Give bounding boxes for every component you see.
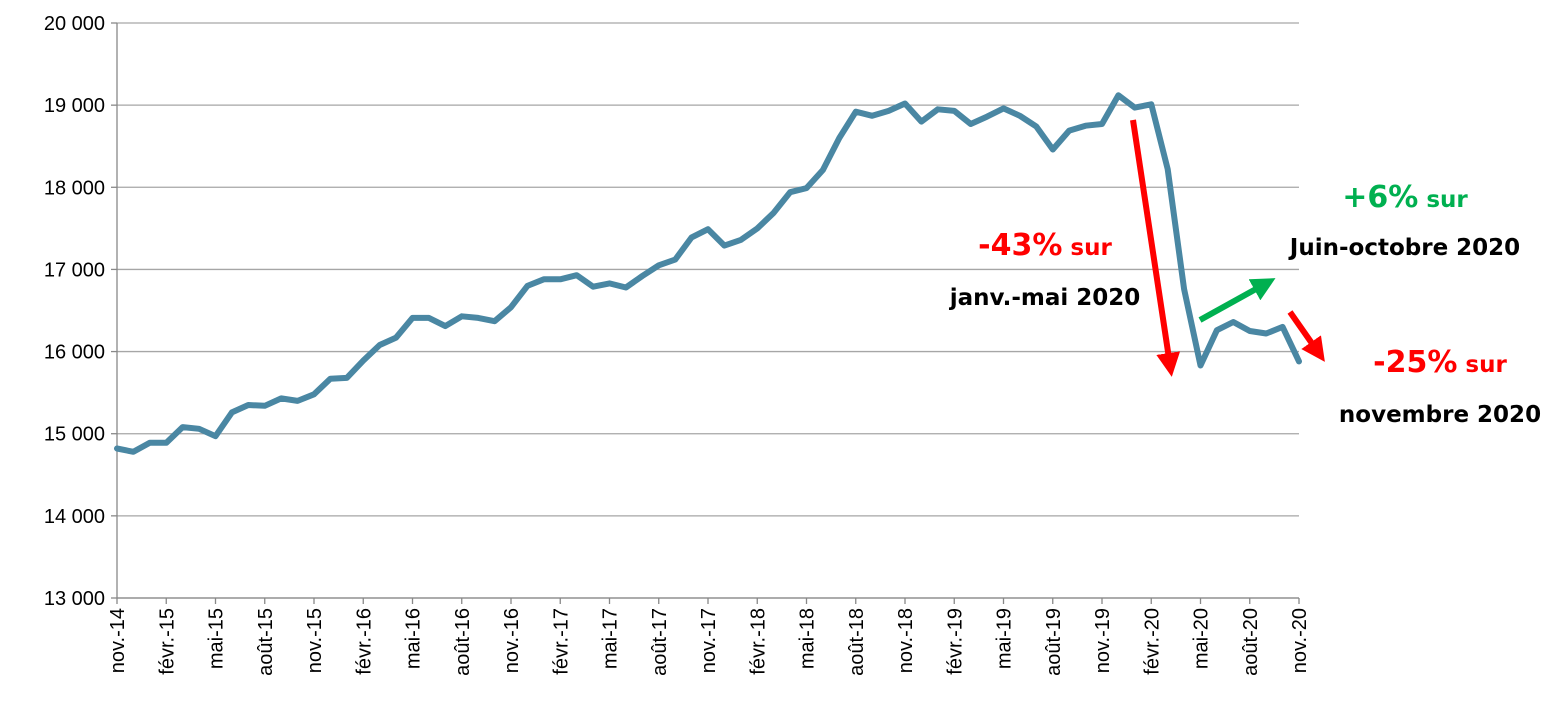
line bbox=[114, 92, 1302, 455]
annotation-text: sur bbox=[1426, 187, 1468, 213]
y-tick-label: 16 000 bbox=[44, 342, 105, 364]
x-tick-label: févr.-20 bbox=[1141, 608, 1163, 675]
annotation-text: janv.-mai 2020 bbox=[949, 285, 1141, 311]
x-tick-label: mai-20 bbox=[1191, 608, 1213, 669]
annotation-text: Juin-octobre 2020 bbox=[1288, 235, 1520, 261]
x-tick-label: févr.-17 bbox=[550, 608, 572, 675]
x-tick-label: nov.-17 bbox=[698, 608, 720, 673]
x-tick-label: nov.-14 bbox=[107, 608, 129, 673]
y-tick-label: 18 000 bbox=[44, 177, 105, 199]
x-tick-label: août-16 bbox=[452, 608, 474, 676]
x-tick-label: févr.-19 bbox=[944, 608, 966, 675]
annotation: +6% sur bbox=[1342, 180, 1468, 215]
annotation-value: +6% bbox=[1342, 180, 1418, 215]
x-tick-label: févr.-16 bbox=[353, 608, 375, 675]
x-tick-label: août-15 bbox=[255, 608, 277, 676]
arrow bbox=[1130, 119, 1181, 377]
annotation: -25% sur bbox=[1373, 345, 1507, 380]
x-tick-label: août-18 bbox=[846, 608, 868, 676]
x-tick-label: nov.-20 bbox=[1289, 608, 1311, 673]
y-tick-label: 19 000 bbox=[44, 95, 105, 117]
x-tick-label: nov.-15 bbox=[304, 608, 326, 673]
x-tick-label: août-17 bbox=[649, 608, 671, 676]
x-tick-label: mai-16 bbox=[403, 608, 425, 669]
annotation-value: -43% bbox=[978, 228, 1062, 263]
x-tick-label: mai-17 bbox=[600, 608, 622, 669]
annotation-text: sur bbox=[1465, 352, 1507, 378]
x-tick-label: mai-15 bbox=[206, 608, 228, 669]
x-tick-label: févr.-18 bbox=[747, 608, 769, 675]
x-tick-label: nov.-16 bbox=[501, 608, 523, 673]
annotation-value: -25% bbox=[1373, 345, 1457, 380]
x-tick-label: mai-19 bbox=[994, 608, 1016, 669]
grid bbox=[111, 22, 1300, 604]
y-tick-label: 15 000 bbox=[44, 424, 105, 446]
y-tick-label: 13 000 bbox=[44, 588, 105, 610]
x-tick-label: mai-18 bbox=[797, 608, 819, 669]
annotation-text: sur bbox=[1070, 235, 1112, 261]
y-tick-label: 14 000 bbox=[44, 506, 105, 528]
arrow bbox=[1198, 278, 1276, 323]
x-tick-label: févr.-15 bbox=[156, 608, 178, 675]
annotation-text: novembre 2020 bbox=[1339, 402, 1541, 428]
x-tick-label: nov.-18 bbox=[895, 608, 917, 673]
arrow bbox=[1287, 310, 1325, 362]
x-tick-label: nov.-19 bbox=[1092, 608, 1114, 673]
x-tick-label: août-20 bbox=[1240, 608, 1262, 676]
x-tick-label: août-19 bbox=[1043, 608, 1065, 676]
y-tick-label: 20 000 bbox=[44, 13, 105, 35]
y-tick-label: 17 000 bbox=[44, 259, 105, 281]
plot bbox=[114, 92, 1302, 455]
annotation: -43% sur bbox=[978, 228, 1112, 263]
